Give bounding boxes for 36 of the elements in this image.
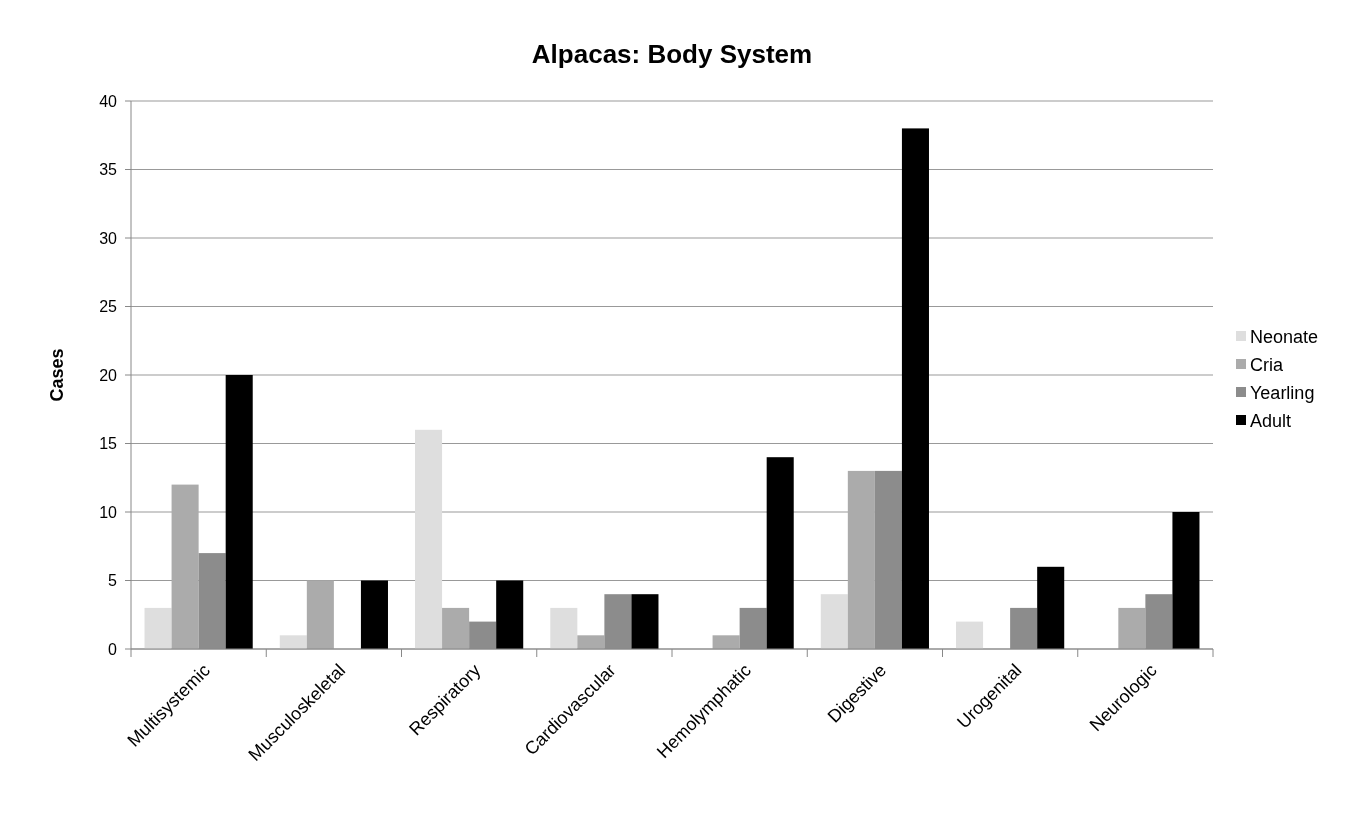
legend-label: Cria xyxy=(1250,355,1284,376)
y-tick-label: 25 xyxy=(99,298,118,316)
legend-label: Neonate xyxy=(1250,327,1319,348)
chart-title: Alpacas: Body System xyxy=(531,39,813,69)
bar xyxy=(1172,512,1200,649)
bar xyxy=(901,128,929,649)
y-tick-label: 10 xyxy=(99,503,118,521)
bar xyxy=(820,594,848,649)
y-tick-label: 0 xyxy=(108,640,118,658)
bar xyxy=(225,375,253,649)
bar xyxy=(360,580,388,649)
y-tick-label: 40 xyxy=(99,92,118,110)
bar xyxy=(442,607,470,649)
bar xyxy=(415,429,443,649)
bar xyxy=(577,635,605,649)
y-tick-label: 5 xyxy=(108,572,118,590)
bar xyxy=(1118,607,1146,649)
bar xyxy=(496,580,524,649)
legend-label: Yearling xyxy=(1250,383,1315,404)
y-tick-label: 20 xyxy=(99,366,118,384)
bar xyxy=(144,607,172,649)
bar xyxy=(847,470,875,649)
bar xyxy=(712,635,740,649)
y-tick-label: 35 xyxy=(99,161,118,179)
bar xyxy=(171,484,199,649)
legend-label: Adult xyxy=(1250,411,1292,432)
bar xyxy=(956,621,984,649)
bar xyxy=(766,457,794,649)
y-axis-title: Cases xyxy=(47,348,67,402)
bar xyxy=(1037,566,1065,649)
y-tick-label: 30 xyxy=(99,229,118,247)
bar xyxy=(306,580,334,649)
bar xyxy=(631,594,659,649)
bar xyxy=(279,635,307,649)
bar xyxy=(550,607,578,649)
y-tick-label: 15 xyxy=(99,435,118,453)
